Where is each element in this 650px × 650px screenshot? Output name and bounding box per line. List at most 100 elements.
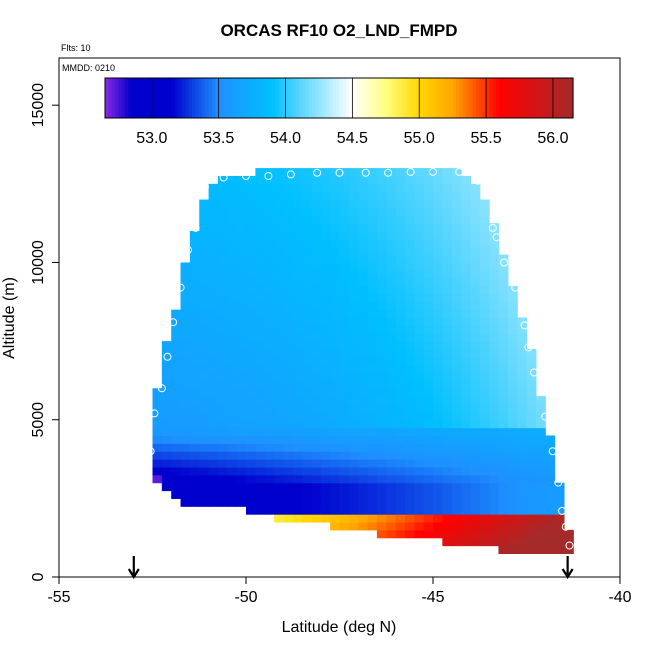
heatmap-cell [461,490,471,499]
heatmap-cell [517,427,528,437]
heatmap-cell [470,207,481,216]
heatmap-cell [283,286,294,295]
heatmap-cell [451,231,462,240]
heatmap-cell [236,388,247,397]
chart-title: ORCAS RF10 O2_LND_FMPD [220,21,457,40]
heatmap-cell [199,341,210,350]
heatmap-cell [227,191,238,201]
heatmap-cell [274,419,284,429]
heatmap-cell [152,388,163,397]
heatmap-cell [320,474,331,484]
heatmap-cell [395,529,406,539]
heatmap-cell [414,388,425,397]
heatmap-cell [217,254,228,264]
heatmap-cell [161,419,172,429]
heatmap-cell [451,301,462,311]
heatmap-cell [161,396,172,405]
heatmap-cell [498,380,509,389]
heatmap-cell [320,451,331,460]
heatmap-cell [479,404,490,413]
colorbar-swatch [325,78,330,118]
heatmap-cell [479,301,490,311]
heatmap-cell [461,474,471,484]
heatmap-cell [535,474,546,484]
heatmap-cell [189,325,200,334]
heatmap-cell [386,380,397,389]
heatmap-cell [208,333,219,342]
heatmap-cell [292,404,303,413]
heatmap-cell [246,404,256,413]
heatmap-cell [451,396,462,405]
heatmap-cell [376,191,387,201]
heatmap-cell [498,396,509,405]
heatmap-cell [348,348,359,358]
heatmap-cell [208,482,219,492]
heatmap-cell [376,427,387,437]
heatmap-cell [442,293,453,303]
heatmap-cell [302,341,313,350]
heatmap-cell [489,372,500,382]
heatmap-cell [479,325,490,334]
heatmap-cell [414,278,425,287]
heatmap-cell [414,301,425,311]
heatmap-cell [479,537,490,547]
heatmap-cell [554,537,565,547]
heatmap-cell [404,191,415,201]
heatmap-cell [217,388,228,397]
heatmap-cell [414,521,425,531]
heatmap-cell [414,325,425,334]
heatmap-cell [376,246,387,256]
heatmap-cell [507,482,518,492]
heatmap-cell [302,364,313,374]
heatmap-cell [376,286,387,295]
heatmap-cell [227,411,238,421]
heatmap-cell [311,270,322,279]
profile-point [157,384,166,393]
heatmap-cell [227,293,238,303]
heatmap-cell [217,396,228,405]
heatmap-cell [386,286,397,295]
heatmap-cell [189,293,200,303]
heatmap-cell [526,435,537,444]
heatmap-cell [517,404,528,413]
heatmap-cell [161,474,172,484]
heatmap-cell [348,474,359,484]
heatmap-cell [283,443,294,452]
heatmap-cell [367,514,378,523]
heatmap-cell [246,380,256,389]
colorbar-swatch [522,78,527,118]
heatmap-cell [189,443,200,452]
heatmap-cell [330,207,341,216]
colorbar-swatch [466,78,470,118]
heatmap-cell [330,215,341,224]
heatmap-cell [517,325,528,334]
heatmap-cell [498,286,509,295]
heatmap-cell [395,396,406,405]
colorbar-swatch [452,78,457,118]
heatmap-cell [292,286,303,295]
heatmap-cell [386,270,397,279]
heatmap-cell [451,286,462,295]
heatmap-cell [395,459,406,468]
heatmap-cell [367,191,378,201]
heatmap-cell [348,466,359,476]
heatmap-cell [423,231,434,240]
heatmap-cell [545,459,556,468]
heatmap-cell [461,514,471,523]
heatmap-cell [489,411,500,421]
heatmap-cell [311,482,322,492]
heatmap-cell [330,293,341,303]
heatmap-cell [442,435,453,444]
heatmap-cell [152,474,163,484]
heatmap-cell [217,482,228,492]
heatmap-cell [264,506,275,515]
colorbar-swatch [155,78,160,118]
colorbar-swatch [472,78,477,118]
heatmap-cell [348,490,359,499]
heatmap-cell [479,309,490,319]
heatmap-cell [292,183,303,193]
heatmap-cell [358,199,369,209]
heatmap-cell [461,380,471,389]
heatmap-cell [526,514,537,523]
heatmap-cell [217,348,228,358]
